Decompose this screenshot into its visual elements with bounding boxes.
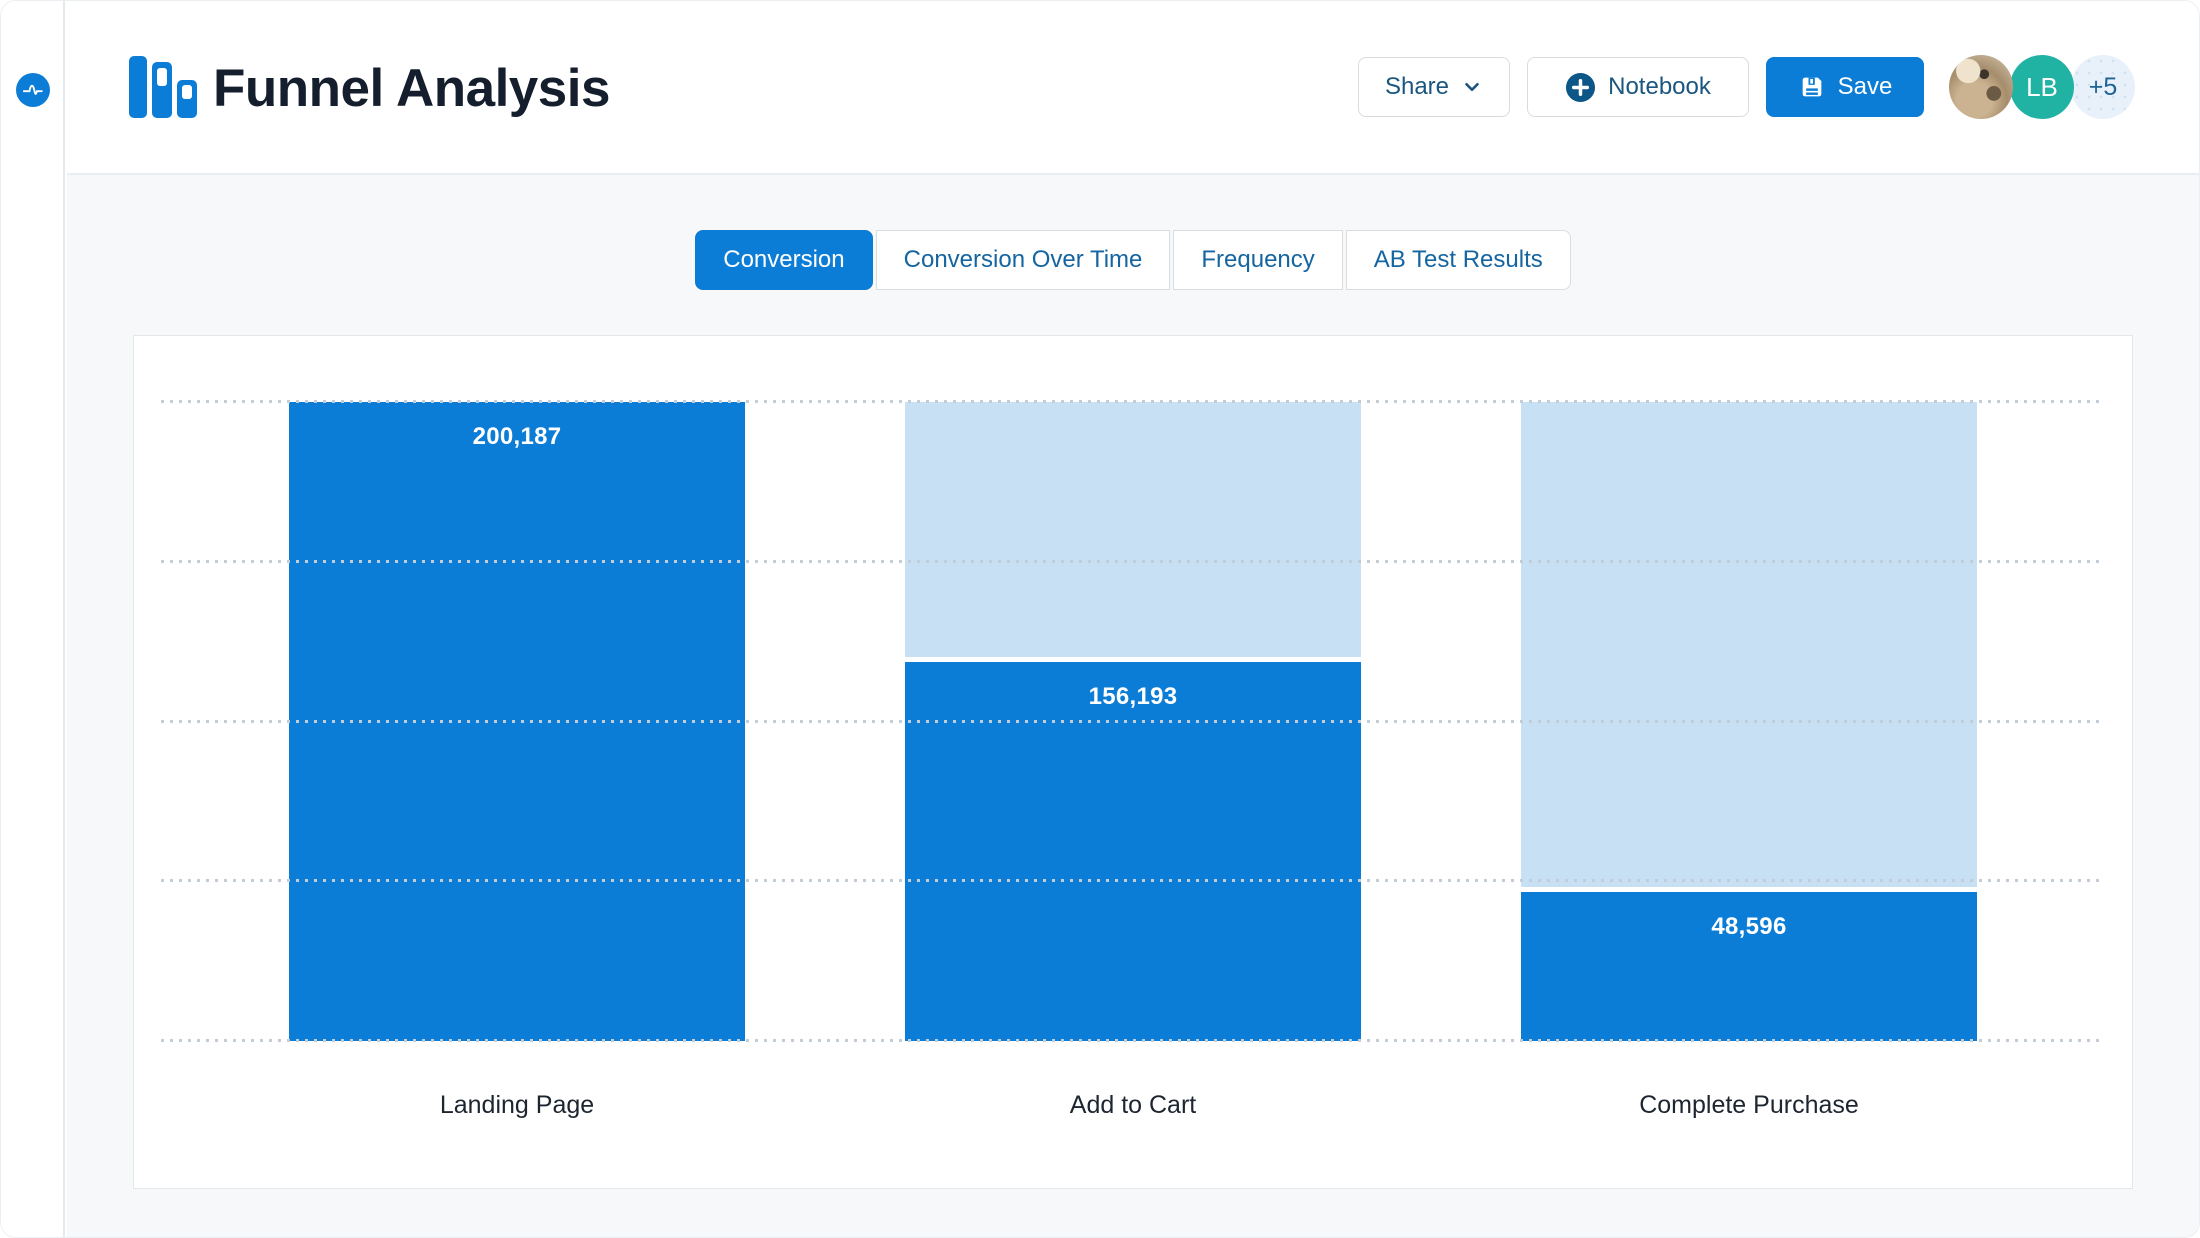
- notebook-button-label: Notebook: [1608, 73, 1711, 101]
- avatar-overflow-count[interactable]: +5: [2071, 55, 2135, 119]
- amplitude-wave-icon: [20, 77, 46, 103]
- gridline: [161, 1039, 2105, 1042]
- floppy-save-icon: [1798, 73, 1826, 101]
- funnel-remainder-segment: [1521, 402, 1977, 887]
- title-group: Funnel Analysis: [129, 56, 610, 118]
- x-axis-labels: Landing Page Add to Cart Complete Purcha…: [134, 1091, 2132, 1120]
- x-label-complete-purchase: Complete Purchase: [1521, 1091, 1977, 1120]
- x-label-landing-page: Landing Page: [289, 1091, 745, 1120]
- tab-conversion[interactable]: Conversion: [695, 230, 872, 290]
- gridline: [161, 560, 2105, 563]
- left-rail: [1, 1, 65, 1237]
- header: Funnel Analysis Share Notebook: [67, 1, 2199, 175]
- funnel-analysis-app: Funnel Analysis Share Notebook: [0, 0, 2200, 1238]
- notebook-button[interactable]: Notebook: [1527, 57, 1749, 117]
- save-button-label: Save: [1838, 73, 1893, 101]
- funnel-remainder-segment: [905, 402, 1361, 657]
- content-area: Conversion Conversion Over Time Frequenc…: [67, 175, 2199, 1237]
- user-avatar-initials[interactable]: LB: [2010, 55, 2074, 119]
- bar-value-label: 156,193: [905, 662, 1361, 711]
- share-button[interactable]: Share: [1358, 57, 1510, 117]
- page-title: Funnel Analysis: [213, 60, 610, 118]
- bar-value-label: 200,187: [289, 402, 745, 451]
- amplitude-logo-icon[interactable]: [16, 73, 50, 107]
- bar-chart-icon: [129, 56, 197, 118]
- chevron-down-icon: [1461, 76, 1483, 98]
- user-avatar-photo[interactable]: [1949, 55, 2013, 119]
- tab-frequency[interactable]: Frequency: [1173, 230, 1342, 290]
- plus-circle-icon: [1565, 72, 1596, 103]
- funnel-converted-bar[interactable]: 48,596: [1521, 892, 1977, 1041]
- gridline: [161, 879, 2105, 882]
- funnel-chart-card: 200,187 156,193: [133, 335, 2133, 1189]
- bar-value-label: 48,596: [1521, 892, 1977, 941]
- funnel-plot: 200,187 156,193: [134, 402, 2132, 1041]
- tab-conversion-over-time[interactable]: Conversion Over Time: [876, 230, 1171, 290]
- header-actions: Share Notebook: [1358, 55, 2135, 119]
- x-label-add-to-cart: Add to Cart: [905, 1091, 1361, 1120]
- share-button-label: Share: [1385, 73, 1449, 101]
- gridline: [161, 400, 2105, 403]
- view-tabs: Conversion Conversion Over Time Frequenc…: [67, 175, 2199, 290]
- gridline: [161, 720, 2105, 723]
- avatar-stack: LB +5: [1949, 55, 2135, 119]
- tab-ab-test-results[interactable]: AB Test Results: [1346, 230, 1571, 290]
- main-area: Funnel Analysis Share Notebook: [67, 1, 2199, 1237]
- save-button[interactable]: Save: [1766, 57, 1924, 117]
